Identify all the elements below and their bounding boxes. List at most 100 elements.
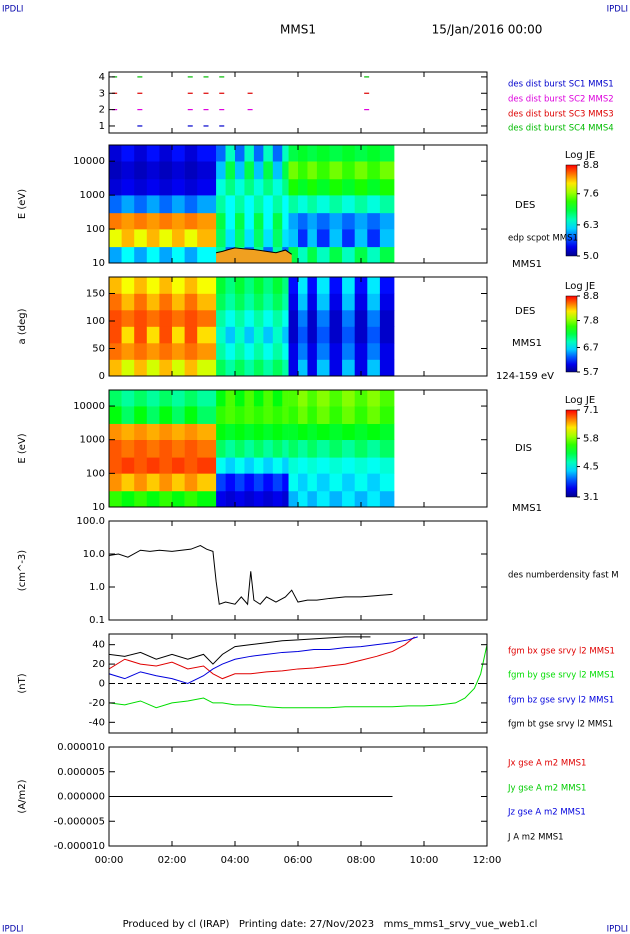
heat-cell bbox=[354, 490, 368, 507]
plot-area bbox=[112, 76, 370, 127]
heat-cell bbox=[282, 406, 289, 424]
legend-entry: des dist burst SC2 MMS2 bbox=[508, 95, 614, 105]
heat-cell bbox=[216, 178, 226, 196]
heat-cell bbox=[288, 178, 299, 196]
heat-cell bbox=[235, 229, 245, 248]
heat-cell bbox=[159, 423, 173, 441]
heat-cell bbox=[354, 195, 368, 214]
heat-cell bbox=[307, 457, 318, 474]
heat-cell bbox=[172, 359, 185, 376]
heat-cell bbox=[288, 310, 299, 327]
heat-cell bbox=[146, 326, 160, 344]
heat-cell bbox=[379, 390, 395, 407]
heat-cell bbox=[282, 161, 289, 180]
heat-cell bbox=[109, 423, 122, 441]
heat-cell bbox=[263, 406, 274, 424]
heat-cell bbox=[109, 310, 122, 327]
heat-cell bbox=[159, 277, 173, 294]
heat-cell bbox=[146, 195, 160, 214]
heat-cell bbox=[272, 457, 283, 474]
heat-cell bbox=[298, 359, 308, 376]
heat-cell bbox=[184, 343, 198, 360]
heat-cell bbox=[197, 310, 217, 327]
heat-cell bbox=[244, 212, 255, 230]
y-tick-label: 100 bbox=[86, 468, 105, 479]
heat-cell bbox=[109, 390, 122, 407]
heat-cell bbox=[109, 161, 122, 180]
heat-cell bbox=[367, 293, 381, 311]
annotation: MMS1 bbox=[512, 338, 542, 349]
heat-cell bbox=[109, 490, 122, 507]
heat-cell bbox=[225, 343, 236, 360]
heat-cell bbox=[109, 359, 122, 376]
heat-cell bbox=[342, 277, 355, 294]
legend-entry: Jx gse A m2 MMS1 bbox=[507, 759, 586, 769]
heat-cell bbox=[342, 212, 355, 230]
heat-cell bbox=[342, 145, 355, 162]
colorbar-tick-label: 7.1 bbox=[583, 405, 599, 416]
heat-cell bbox=[307, 490, 318, 507]
heat-cell bbox=[307, 229, 318, 248]
heat-cell bbox=[172, 326, 185, 344]
heat-cell bbox=[329, 310, 343, 327]
heat-cell bbox=[121, 473, 135, 492]
heat-cell bbox=[172, 457, 185, 474]
heat-cell bbox=[298, 293, 308, 311]
heat-cell bbox=[298, 161, 308, 180]
heat-cell bbox=[272, 423, 283, 441]
y-tick-label: 1.0 bbox=[89, 582, 105, 593]
title: MMS1 bbox=[280, 23, 316, 37]
heat-cell bbox=[367, 229, 381, 248]
heat-cell bbox=[263, 490, 274, 507]
heat-cell bbox=[263, 178, 274, 196]
heat-cell bbox=[184, 293, 198, 311]
heat-cell bbox=[121, 229, 135, 248]
heat-cell bbox=[263, 277, 274, 294]
heat-cell bbox=[288, 343, 299, 360]
heat-cell bbox=[172, 343, 185, 360]
heat-cell bbox=[235, 310, 245, 327]
heat-cell bbox=[225, 457, 236, 474]
heat-cell bbox=[316, 473, 330, 492]
heat-cell bbox=[134, 473, 148, 492]
heat-cell bbox=[235, 490, 245, 507]
heat-cell bbox=[197, 406, 217, 424]
heat-cell bbox=[367, 439, 381, 458]
heat-cell bbox=[367, 390, 381, 407]
heat-cell bbox=[282, 490, 289, 507]
heat-cell bbox=[272, 195, 283, 214]
heat-cell bbox=[172, 178, 185, 196]
heat-cell bbox=[354, 423, 368, 441]
heat-cell bbox=[288, 229, 299, 248]
heat-cell bbox=[298, 473, 308, 492]
heat-cell bbox=[379, 439, 395, 458]
heat-cell bbox=[235, 195, 245, 214]
heat-cell bbox=[235, 161, 245, 180]
heat-cell bbox=[121, 277, 135, 294]
heat-cell bbox=[109, 439, 122, 458]
heat-cell bbox=[121, 178, 135, 196]
heat-cell bbox=[184, 178, 198, 196]
annotation: MMS1 bbox=[512, 259, 542, 270]
heat-cell bbox=[134, 246, 148, 263]
y-tick-label: 1 bbox=[99, 121, 105, 132]
heat-cell bbox=[109, 457, 122, 474]
heat-cell bbox=[235, 212, 245, 230]
heat-cell bbox=[354, 229, 368, 248]
heat-cell bbox=[272, 293, 283, 311]
heat-cell bbox=[184, 326, 198, 344]
heat-cell bbox=[282, 326, 289, 344]
heat-cell bbox=[172, 439, 185, 458]
colorbar-tick-label: 6.3 bbox=[583, 220, 599, 231]
heat-cell bbox=[197, 439, 217, 458]
heat-cell bbox=[253, 293, 264, 311]
heat-cell bbox=[272, 161, 283, 180]
heat-cell bbox=[253, 490, 264, 507]
y-tick-label: 1000 bbox=[80, 190, 105, 201]
heat-cell bbox=[316, 145, 330, 162]
y-tick-label: 0 bbox=[99, 679, 105, 690]
heat-cell bbox=[272, 343, 283, 360]
heat-cell bbox=[146, 343, 160, 360]
heat-cell bbox=[342, 439, 355, 458]
